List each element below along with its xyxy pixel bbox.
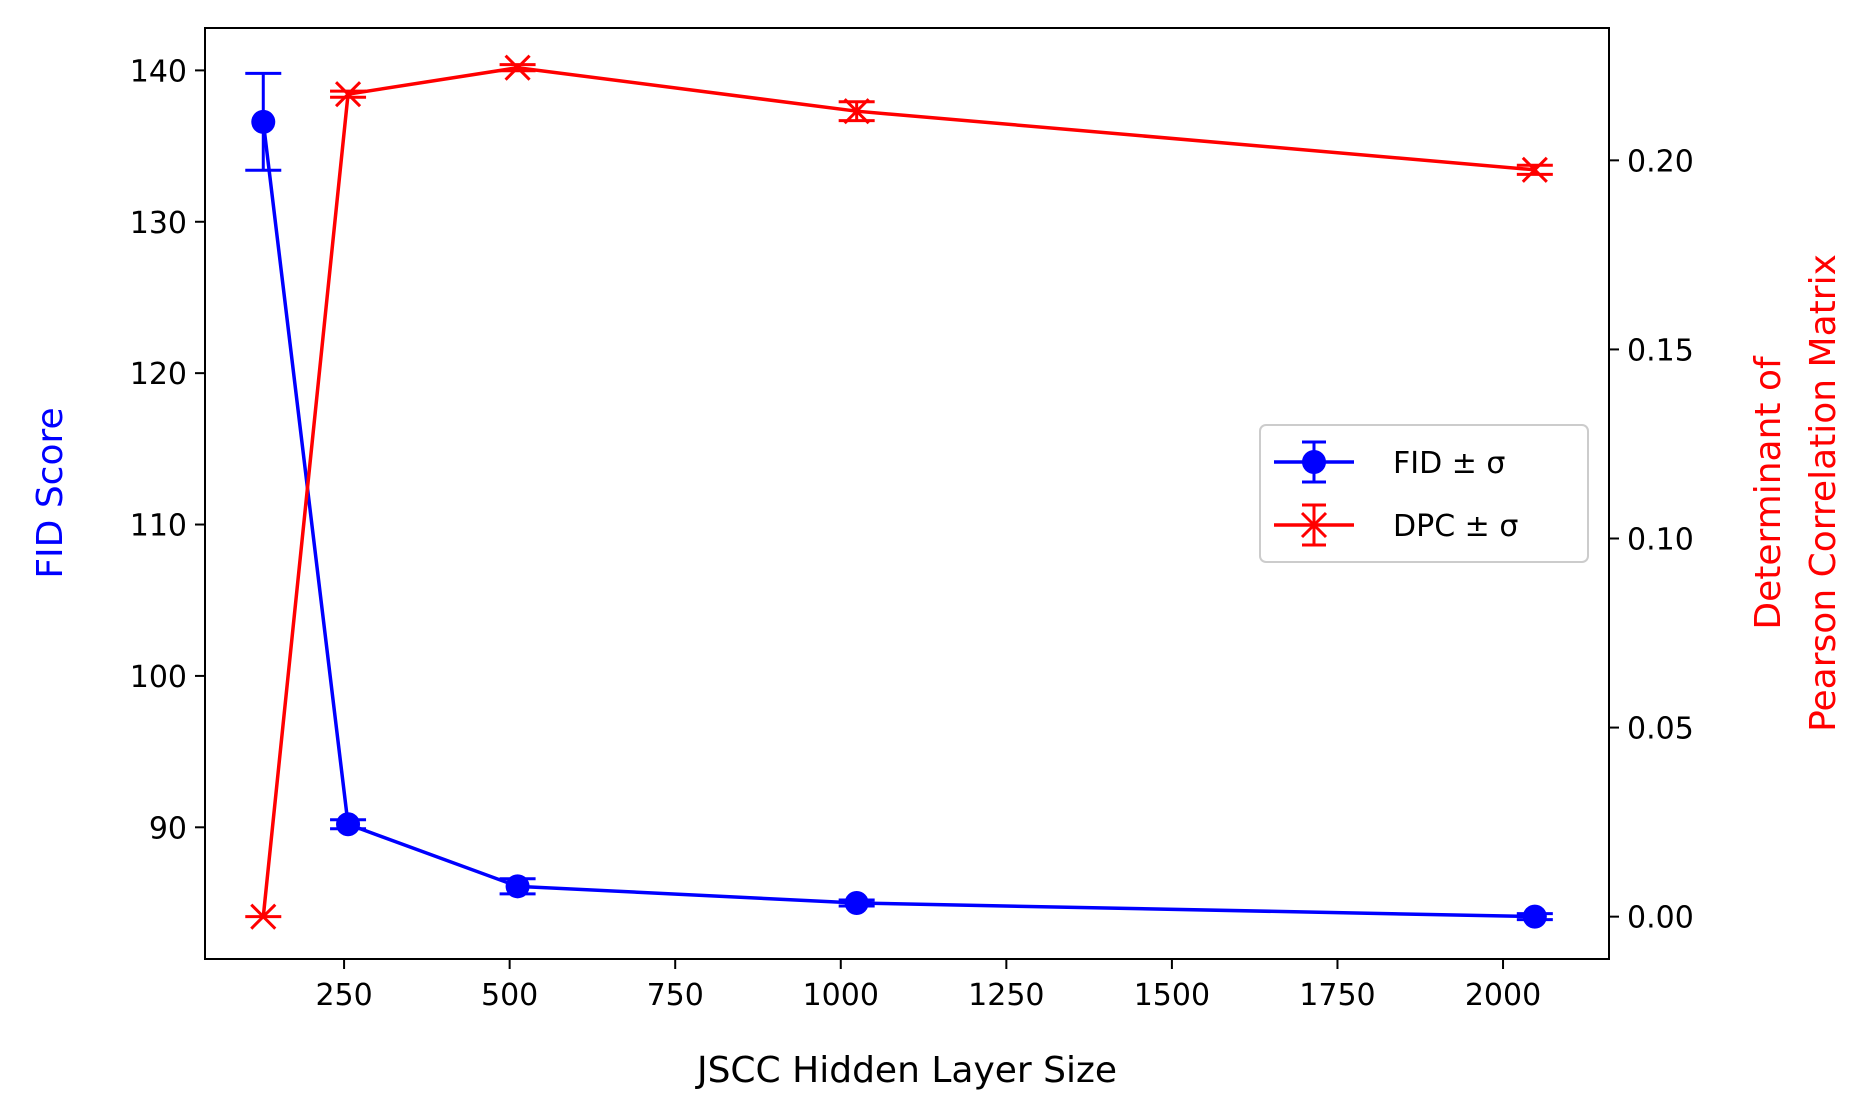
left-tick-label-100: 100 (130, 660, 187, 695)
axis-layer: 250 500 750 1000 1250 1500 1750 2000 90 100 110 120… (130, 54, 1694, 1013)
series-layer (245, 54, 1553, 930)
series-dpc (245, 54, 1553, 930)
x-tick-label-1250: 1250 (968, 978, 1044, 1013)
right-tick-label-2: 0.10 (1627, 522, 1694, 557)
left-tick-label-140: 140 (130, 54, 187, 89)
left-tick-label-90: 90 (149, 811, 187, 846)
left-tick-label-130: 130 (130, 206, 187, 241)
left-axis-label: FID Score (30, 407, 71, 578)
x-tick-label-500: 500 (481, 978, 538, 1013)
legend-fid-label: FID ± σ (1393, 446, 1505, 481)
legend-frame (1259, 424, 1589, 563)
x-tick-label-1000: 1000 (803, 978, 879, 1013)
point-dpc-0 (250, 903, 277, 930)
legend-entry-dpc: DPC ± σ (1274, 503, 1518, 547)
left-tick-label-110: 110 (130, 509, 187, 544)
legend-fid-marker (1302, 450, 1326, 474)
point-dpc-2 (504, 54, 531, 81)
point-fid-0 (251, 109, 276, 134)
point-fid-4 (1522, 904, 1547, 929)
right-axis-label-line2: Pearson Correlation Matrix (1803, 254, 1844, 732)
x-axis-label: JSCC Hidden Layer Size (695, 1050, 1117, 1091)
legend-dpc-label: DPC ± σ (1393, 509, 1518, 544)
legend-dpc-marker (1300, 511, 1328, 539)
right-axis-label-line1: Determinant of (1748, 355, 1789, 630)
right-tick-label-3: 0.15 (1627, 333, 1694, 368)
point-fid-3 (844, 890, 869, 915)
left-tick-label-120: 120 (130, 357, 187, 392)
point-fid-1 (336, 812, 361, 837)
x-tick-label-250: 250 (315, 978, 372, 1013)
x-tick-label-1500: 1500 (1134, 978, 1210, 1013)
legend: FID ± σ DPC ± σ (1259, 424, 1589, 563)
point-dpc-1 (334, 81, 362, 108)
x-tick-label-2000: 2000 (1465, 978, 1541, 1013)
point-dpc-3 (843, 98, 870, 125)
series-fid (245, 71, 1553, 929)
point-dpc-4 (1521, 156, 1548, 183)
x-tick-label-750: 750 (647, 978, 704, 1013)
plot-frame (204, 27, 1610, 960)
right-tick-label-0: 0.00 (1627, 901, 1694, 936)
point-fid-2 (505, 874, 530, 899)
legend-entry-fid: FID ± σ (1274, 440, 1505, 484)
right-tick-label-4: 0.20 (1627, 144, 1694, 179)
x-tick-label-1750: 1750 (1299, 978, 1375, 1013)
right-tick-label-1: 0.05 (1627, 712, 1694, 747)
